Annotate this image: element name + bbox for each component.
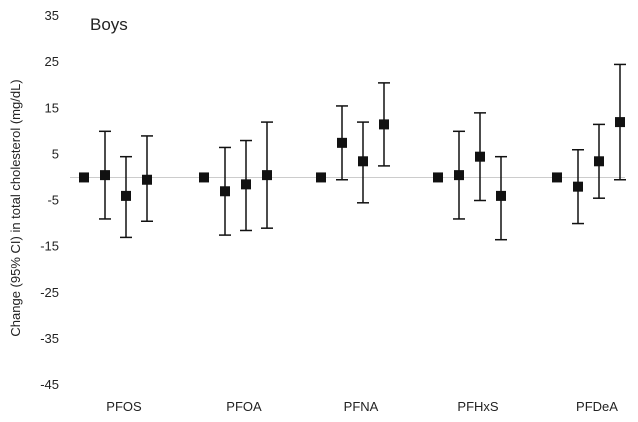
data-point-marker (615, 117, 625, 128)
data-point-marker (220, 186, 230, 197)
panel-label: Boys (90, 15, 128, 34)
x-tick-label: PFOA (226, 399, 262, 414)
y-tick-label: -35 (40, 331, 59, 346)
data-marks (79, 63, 626, 241)
y-tick-label: -15 (40, 239, 59, 254)
y-axis-label: Change (95% CI) in total cholesterol (mg… (8, 79, 23, 336)
x-tick-label: PFOS (106, 399, 142, 414)
data-point-marker (454, 170, 464, 181)
y-tick-label: -45 (40, 377, 59, 392)
data-point-marker (552, 172, 562, 183)
data-point-marker (316, 172, 326, 183)
x-tick-label: PFDeA (576, 399, 618, 414)
data-point-marker (358, 156, 368, 167)
data-point-marker (337, 137, 347, 148)
data-point-marker (262, 170, 272, 181)
data-point-marker (142, 174, 152, 185)
data-point-marker (79, 172, 89, 183)
data-point-marker (100, 170, 110, 181)
y-tick-label: 35 (45, 8, 59, 23)
data-point-marker (199, 172, 209, 183)
data-point-marker (433, 172, 443, 183)
x-axis-ticks: PFOS PFOA PFNA PFHxS PFDeA (106, 399, 618, 414)
y-axis-ticks: 35 25 15 5 -5 -15 -25 -35 -45 (40, 8, 59, 392)
data-point-marker (496, 190, 506, 201)
y-tick-label: 25 (45, 54, 59, 69)
y-tick-label: 15 (45, 100, 59, 115)
data-point-marker (379, 119, 389, 130)
data-point-marker (594, 156, 604, 167)
data-point-marker (475, 151, 485, 162)
data-point-marker (121, 190, 131, 201)
y-tick-label: -5 (47, 193, 59, 208)
y-tick-label: 5 (52, 146, 59, 161)
data-point-marker (573, 181, 583, 192)
data-point-marker (241, 179, 251, 190)
x-tick-label: PFNA (344, 399, 379, 414)
y-tick-label: -25 (40, 285, 59, 300)
x-tick-label: PFHxS (457, 399, 499, 414)
